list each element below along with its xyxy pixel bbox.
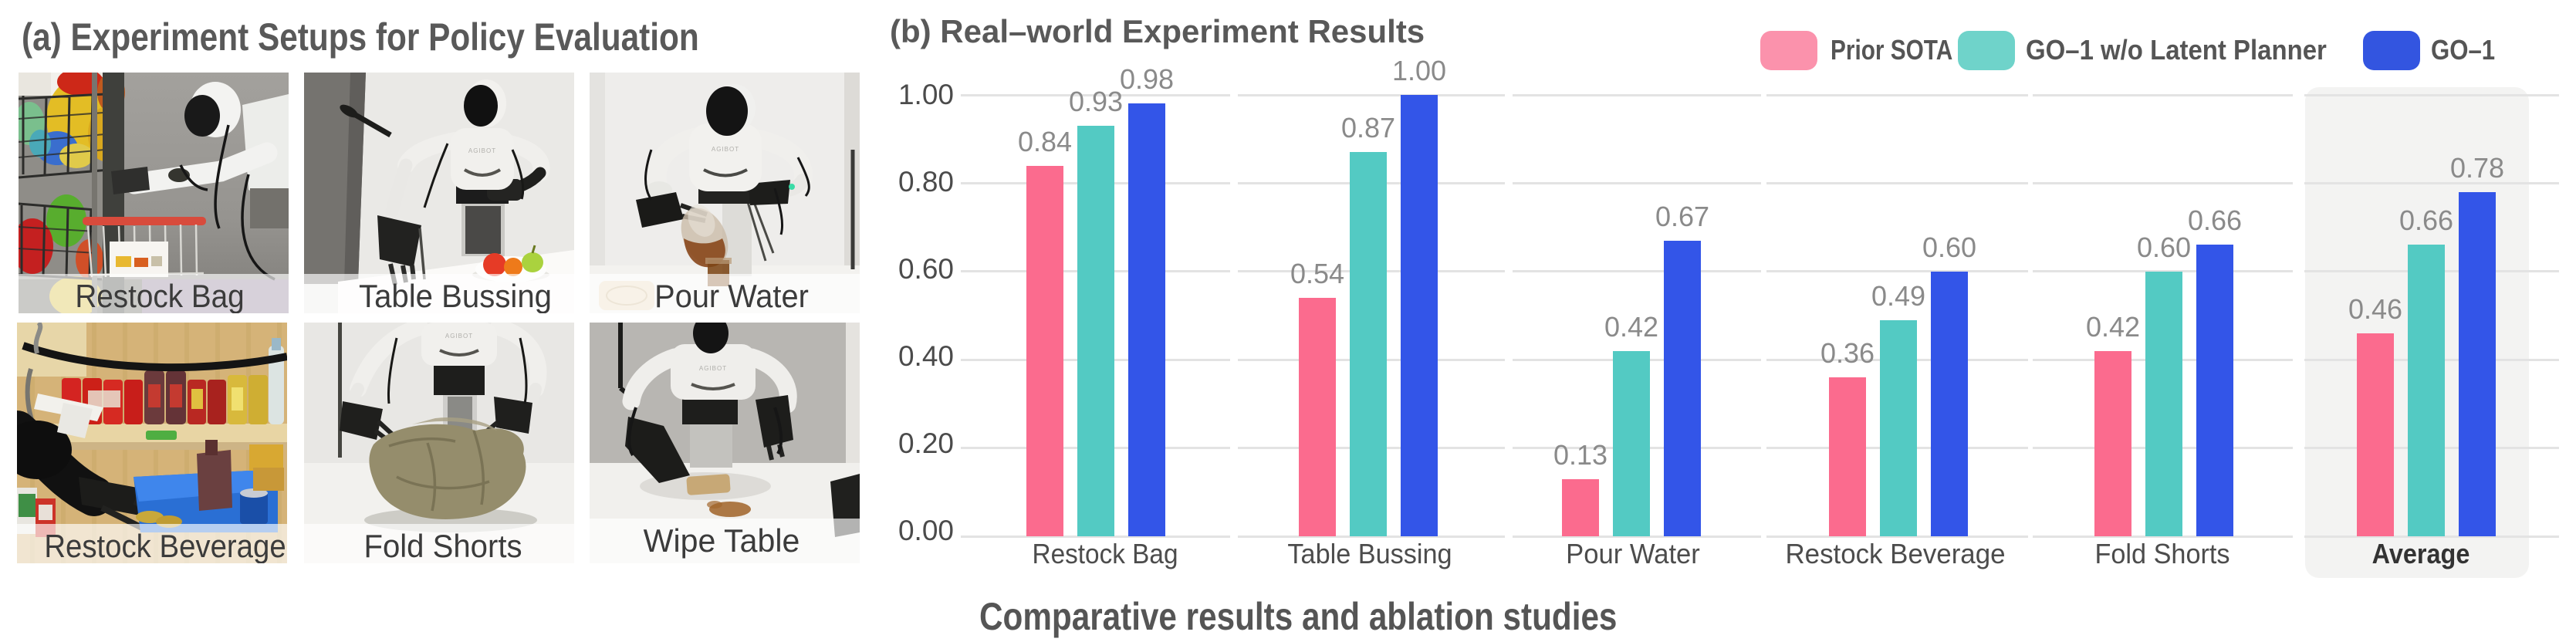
svg-text:AGIBOT: AGIBOT (699, 365, 727, 372)
svg-text:AGIBOT: AGIBOT (712, 146, 739, 153)
svg-text:AGIBOT: AGIBOT (468, 147, 496, 154)
svg-text:AGIBOT: AGIBOT (445, 333, 473, 340)
